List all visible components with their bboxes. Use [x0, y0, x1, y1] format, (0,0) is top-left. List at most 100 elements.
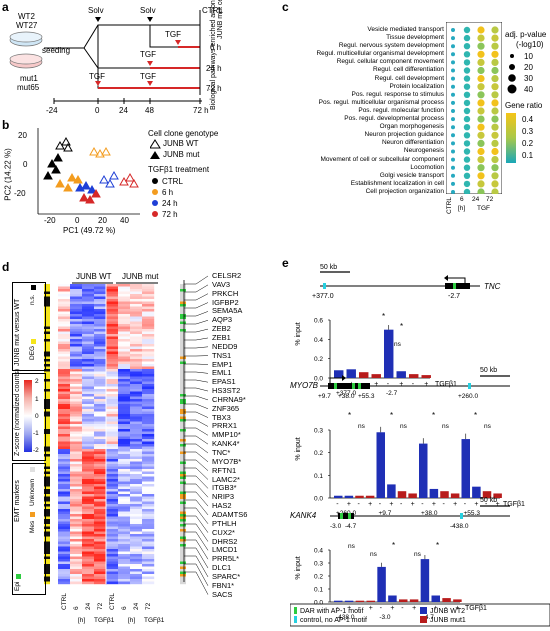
- panel-label-d: d: [2, 260, 10, 274]
- heat-cell: [58, 484, 71, 487]
- heat-cell: [82, 466, 95, 470]
- legend-ctrl: CTRL: [162, 177, 183, 186]
- heat-cell: [58, 474, 71, 477]
- heat-cell: [106, 379, 119, 382]
- heat-cell: [58, 444, 71, 447]
- emt-legend-box: [12, 463, 46, 595]
- heat-cell: [82, 551, 95, 555]
- tnc-ylabel: % input: [295, 322, 302, 345]
- emt-cell: [180, 504, 186, 507]
- bar: [450, 493, 460, 498]
- gene-label: CUX2*: [212, 527, 235, 537]
- heat-cell: [82, 526, 95, 530]
- heat-cell: [106, 436, 119, 440]
- emt-cell: [180, 291, 186, 295]
- heat-cell: [142, 421, 155, 425]
- dot: [477, 99, 485, 107]
- group-label: +377.0: [336, 390, 356, 397]
- heat-cell: [94, 294, 107, 297]
- heat-cell: [70, 306, 83, 310]
- gene-leader: [184, 539, 209, 560]
- pathway-label: Pos. regul. response to stimulus: [351, 90, 445, 98]
- color-legend-bar: [506, 113, 516, 163]
- heat-cell: [142, 369, 155, 372]
- heat-cell: [82, 449, 95, 452]
- heat-cell: [142, 539, 155, 542]
- heat-cell: [130, 336, 143, 340]
- heat-cell: [118, 304, 131, 307]
- deg-cell: [44, 539, 50, 542]
- panel-label-e: e: [282, 256, 289, 270]
- heat-cell: [70, 349, 83, 352]
- heat-cell: [94, 381, 107, 385]
- heat-cell: [58, 436, 71, 440]
- heat-cell: [118, 324, 131, 327]
- heat-cell: [118, 394, 131, 397]
- heat-cell: [58, 284, 71, 287]
- pca-ytick-0: 0: [23, 160, 28, 169]
- emt-cell: [180, 391, 186, 395]
- deg-cell: [44, 456, 50, 460]
- heat-cell: [142, 301, 155, 305]
- heat-cell: [118, 531, 131, 535]
- heat-cell: [82, 424, 95, 427]
- heat-cell: [94, 299, 107, 302]
- heat-cell: [58, 346, 71, 350]
- heat-cell: [94, 354, 107, 357]
- dot: [491, 66, 499, 75]
- dot: [451, 76, 455, 81]
- gene-label: NEDD9: [212, 341, 238, 351]
- emt-cell: [180, 334, 186, 337]
- heat-cell: [58, 471, 71, 475]
- heat-cell: [58, 549, 71, 552]
- emt-cell: [180, 499, 186, 502]
- heat-cell: [130, 339, 143, 342]
- dot: [463, 140, 471, 147]
- dot: [491, 91, 499, 99]
- deg-cell: [44, 366, 50, 370]
- heat-cell: [58, 494, 71, 497]
- heat-cell: [58, 289, 71, 292]
- heat-cell: [106, 414, 119, 417]
- myo7b-sig: *: [432, 411, 435, 420]
- heat-cell: [82, 331, 95, 335]
- tgf-label-6h: TGF: [165, 30, 181, 39]
- emt-cell: [180, 389, 186, 392]
- heat-cell: [58, 524, 71, 527]
- dot: [477, 42, 485, 50]
- heat-cell: [94, 361, 107, 365]
- deg-cell: [44, 381, 50, 385]
- heat-cell: [94, 291, 107, 295]
- heat-cell: [106, 376, 119, 380]
- heat-cell: [142, 479, 155, 482]
- deg-cell: [44, 519, 50, 522]
- heat-cell: [94, 476, 107, 480]
- heat-cell: [58, 334, 71, 337]
- heat-cell: [118, 349, 131, 352]
- emt-cell: [180, 436, 186, 440]
- heat-cell: [118, 464, 131, 467]
- heat-cell: [94, 551, 107, 555]
- epi-swatch: [16, 574, 21, 579]
- heat-cell: [118, 566, 131, 570]
- emt-cell: [180, 289, 186, 292]
- heat-cell: [70, 406, 83, 410]
- myo7b-ylabel: % input: [295, 437, 302, 460]
- heat-cell: [70, 424, 83, 427]
- heat-cell: [70, 571, 83, 575]
- dot: [463, 156, 471, 163]
- heat-cell: [142, 354, 155, 357]
- heat-cell: [94, 324, 107, 327]
- deg-cell: [44, 561, 50, 565]
- deg-cell: [44, 351, 50, 355]
- heat-cell: [130, 409, 143, 412]
- dot: [477, 156, 485, 164]
- ytick: 0.2: [314, 450, 323, 457]
- heat-cell: [130, 499, 143, 502]
- tgf-sign: -: [485, 501, 488, 508]
- emt-cell: [180, 524, 186, 527]
- heat-cell: [58, 439, 71, 442]
- heat-cell: [58, 306, 71, 310]
- heat-cell: [94, 364, 107, 367]
- heat-cell: [142, 499, 155, 502]
